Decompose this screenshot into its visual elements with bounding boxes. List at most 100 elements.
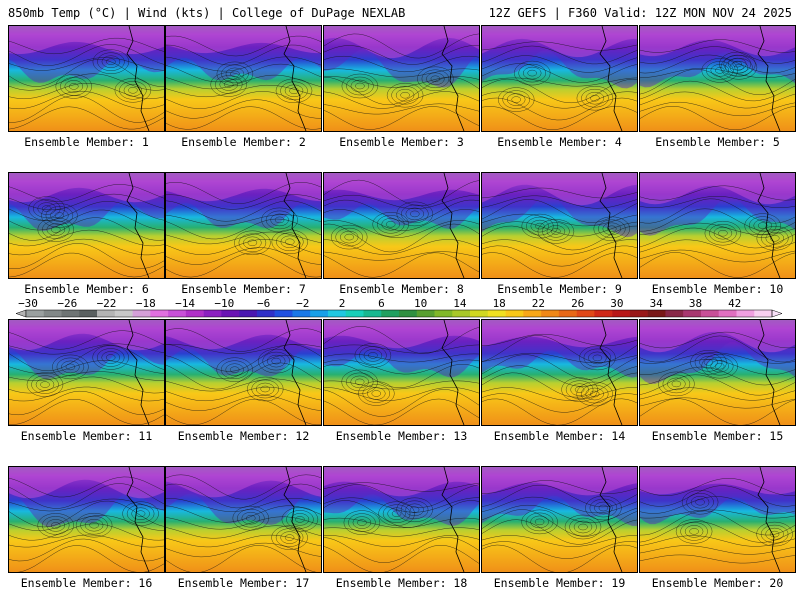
colorbar-swatch (363, 310, 382, 317)
colorbar-swatch (434, 310, 453, 317)
ensemble-member-label: Ensemble Member: 4 (497, 135, 622, 149)
temperature-wind-map (481, 466, 638, 573)
colorbar-tick-label: −10 (214, 297, 234, 310)
ensemble-member-label: Ensemble Member: 10 (651, 282, 784, 296)
colorbar-tick-label: −6 (257, 297, 270, 310)
colorbar-swatch (221, 310, 240, 317)
colorbar-tick-label: −30 (18, 297, 38, 310)
ensemble-member-label: Ensemble Member: 13 (335, 429, 468, 443)
colorbar-swatch (185, 310, 204, 317)
temperature-wind-map (639, 319, 796, 426)
temperature-wind-map (323, 466, 480, 573)
colorbar-swatch (576, 310, 595, 317)
temperature-wind-map (323, 319, 480, 426)
temperature-wind-map (8, 172, 165, 279)
colorbar-swatch (523, 310, 542, 317)
ensemble-member-label: Ensemble Member: 18 (335, 576, 468, 590)
ensemble-member-label: Ensemble Member: 19 (493, 576, 626, 590)
colorbar-swatch (683, 310, 702, 317)
colorbar-tick-label: 14 (453, 297, 467, 310)
ensemble-member-label: Ensemble Member: 20 (651, 576, 784, 590)
colorbar-swatch (399, 310, 418, 317)
colorbar-swatch (79, 310, 98, 317)
colorbar-swatch (381, 310, 400, 317)
colorbar-swatch (150, 310, 169, 317)
colorbar-swatch (61, 310, 80, 317)
temperature-wind-map (639, 25, 796, 132)
colorbar-extend-high (771, 309, 783, 318)
temperature-wind-map (165, 466, 322, 573)
colorbar-tick-label: −2 (296, 297, 309, 310)
colorbar-swatch (168, 310, 187, 317)
colorbar-swatch (612, 310, 631, 317)
ensemble-member-label: Ensemble Member: 12 (177, 429, 310, 443)
temperature-wind-map (481, 25, 638, 132)
colorbar-extend-low (15, 309, 27, 318)
ensemble-member-label: Ensemble Member: 6 (24, 282, 149, 296)
ensemble-member-label: Ensemble Member: 1 (24, 135, 149, 149)
colorbar-swatch (718, 310, 737, 317)
colorbar-swatch (416, 310, 435, 317)
ensemble-member-label: Ensemble Member: 8 (339, 282, 464, 296)
colorbar-tick-label: 34 (650, 297, 664, 310)
colorbar-swatch (487, 310, 506, 317)
colorbar-swatch (327, 310, 347, 317)
ensemble-member-label: Ensemble Member: 15 (651, 429, 784, 443)
run-valid-time: 12Z GEFS | F360 Valid: 12Z MON NOV 24 20… (488, 6, 792, 20)
colorbar-tick-label: 2 (339, 297, 346, 310)
temperature-wind-map (481, 172, 638, 279)
ensemble-member-label: Ensemble Member: 9 (497, 282, 622, 296)
colorbar-tick-label: 6 (378, 297, 385, 310)
temperature-wind-map (481, 319, 638, 426)
colorbar-swatch (97, 310, 116, 317)
colorbar-swatch (629, 310, 648, 317)
colorbar-swatch (256, 310, 275, 317)
colorbar-tick-label: −22 (97, 297, 117, 310)
temperature-wind-map (165, 172, 322, 279)
ensemble-member-label: Ensemble Member: 5 (655, 135, 780, 149)
colorbar-swatch (310, 310, 329, 317)
colorbar-swatch (274, 310, 293, 317)
ensemble-member-label: Ensemble Member: 7 (181, 282, 306, 296)
colorbar-swatch (505, 310, 524, 317)
temperature-wind-map (639, 466, 796, 573)
colorbar-tick-label: 10 (414, 297, 427, 310)
colorbar-tick-label: 30 (610, 297, 623, 310)
temperature-wind-map (165, 25, 322, 132)
colorbar-swatch (292, 310, 311, 317)
ensemble-member-label: Ensemble Member: 16 (20, 576, 153, 590)
colorbar-tick-label: −14 (175, 297, 195, 310)
ensemble-member-label: Ensemble Member: 17 (177, 576, 310, 590)
colorbar-swatch (647, 310, 666, 317)
colorbar-swatch (114, 310, 133, 317)
temperature-wind-map (8, 466, 165, 573)
colorbar-swatch (470, 310, 489, 317)
colorbar-swatch (594, 310, 613, 317)
temperature-wind-map (639, 172, 796, 279)
colorbar-swatch (132, 310, 151, 317)
colorbar-tick-label: 26 (571, 297, 584, 310)
colorbar-swatch (541, 310, 560, 317)
colorbar-swatch (26, 310, 45, 317)
colorbar-tick-label: −26 (57, 297, 77, 310)
colorbar-swatch (736, 310, 755, 317)
colorbar-tick-label: 22 (532, 297, 545, 310)
temperature-wind-map (165, 319, 322, 426)
colorbar-swatch (452, 310, 471, 317)
colorbar-swatch (665, 310, 684, 317)
colorbar-swatch (345, 310, 364, 317)
colorbar-tick-label: 38 (689, 297, 702, 310)
ensemble-member-label: Ensemble Member: 14 (493, 429, 626, 443)
ensemble-member-label: Ensemble Member: 2 (181, 135, 306, 149)
temperature-colorbar: −30 −26 −22 −18 −14 −10 −6 −2 2 6 10 14 18 22 26 30 34 38… (15, 297, 783, 318)
colorbar-swatch (239, 310, 258, 317)
colorbar-tick-label: −18 (136, 297, 156, 310)
colorbar-swatch (558, 310, 577, 317)
colorbar-swatch (700, 310, 720, 317)
ensemble-member-label: Ensemble Member: 11 (20, 429, 153, 443)
colorbar-tick-label: 18 (493, 297, 506, 310)
temperature-wind-map (323, 25, 480, 132)
temperature-wind-map (8, 319, 165, 426)
colorbar-swatch (43, 310, 62, 317)
colorbar-swatch (203, 310, 222, 317)
